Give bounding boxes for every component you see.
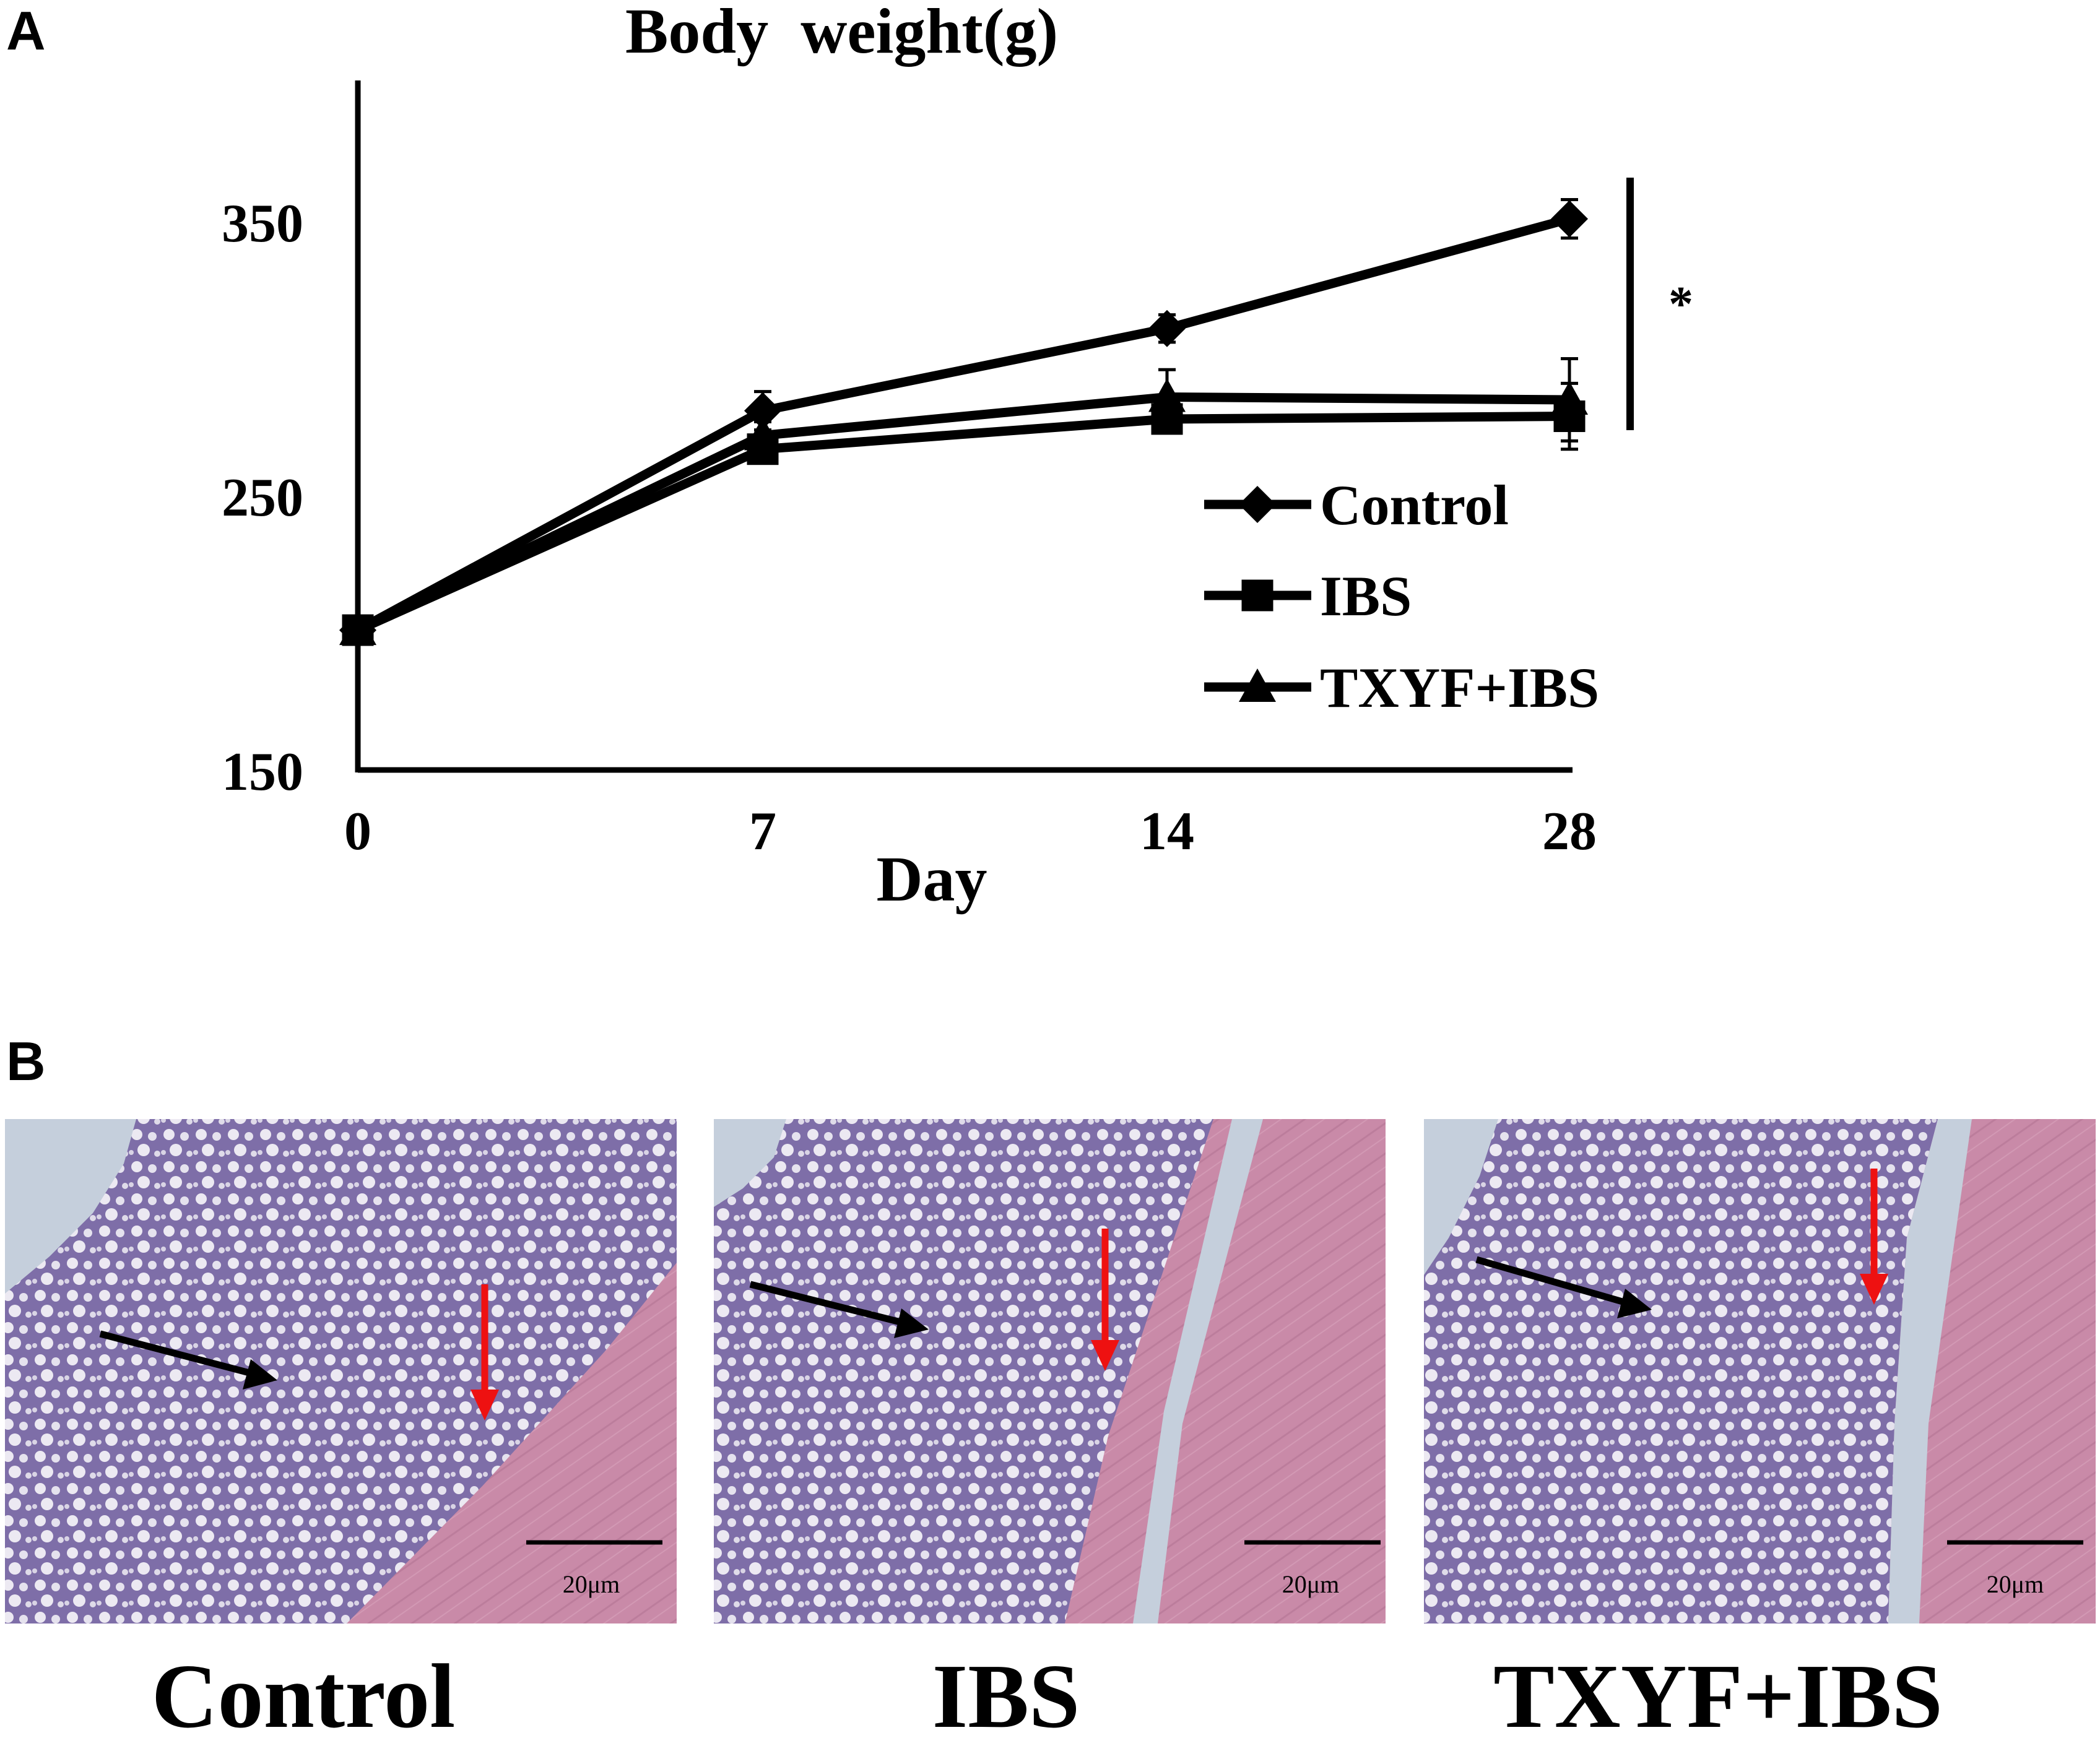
- marker-txyf-ibs-3: [1551, 381, 1588, 415]
- micrograph-txyf-ibs: 20μm: [1424, 1119, 2096, 1623]
- marker-control-3: [1551, 200, 1588, 238]
- series-layer: [339, 198, 1588, 649]
- legend-label-ibs: IBS: [1320, 564, 1412, 628]
- scale-bar-label-control: 20μm: [563, 1570, 620, 1598]
- x-axis-label: Day: [876, 844, 987, 915]
- caption-txyf-ibs: TXYF+IBS: [1493, 1646, 1943, 1738]
- marker-control-2: [1148, 309, 1186, 347]
- legend-marker-txyf-ibs: [1239, 668, 1276, 702]
- micrograph-panel: 20μm 20μm: [5, 1119, 2096, 1738]
- x-tick-labels: 0 7 14 28: [344, 802, 1597, 862]
- caption-ibs: IBS: [932, 1646, 1080, 1738]
- marker-txyf-ibs-1: [744, 417, 781, 451]
- legend: Control IBS TXYF+IBS: [1204, 473, 1599, 719]
- y-tick-labels: 150 250 350: [222, 194, 303, 802]
- x-tick-label-14: 14: [1140, 802, 1194, 862]
- marker-txyf-ibs-2: [1148, 378, 1186, 412]
- x-tick-label-28: 28: [1542, 802, 1597, 862]
- x-tick-label-0: 0: [344, 802, 371, 862]
- series-line-txyf-ibs: [355, 392, 1570, 634]
- y-tick-label-350: 350: [222, 194, 303, 254]
- y-tick-label-150: 150: [222, 742, 303, 802]
- micrograph-control: 20μm: [5, 1119, 677, 1623]
- panel-b-label: B: [6, 1031, 46, 1092]
- body-weight-chart: Body weight(g) 150 250 350 0 7 14 28 Day * Co…: [222, 0, 1693, 915]
- significance-marker: *: [1668, 277, 1693, 332]
- marker-txyf-ibs-0: [339, 612, 376, 646]
- panel-a-label: A: [6, 0, 46, 61]
- micrograph-ibs: 20μm: [714, 1119, 1386, 1623]
- legend-label-txyf-ibs: TXYF+IBS: [1320, 656, 1599, 719]
- caption-control: Control: [152, 1646, 456, 1738]
- legend-marker-ibs: [1241, 579, 1273, 612]
- legend-label-control: Control: [1320, 473, 1509, 537]
- scale-bar-label-txyf-ibs: 20μm: [1987, 1570, 2044, 1598]
- marker-control-1: [744, 392, 781, 430]
- x-tick-label-7: 7: [749, 802, 776, 862]
- chart-title: Body weight(g): [625, 0, 1058, 67]
- y-tick-label-250: 250: [222, 468, 303, 528]
- series-txyf-ibs: [339, 357, 1588, 646]
- series-line-control: [355, 214, 1571, 634]
- series-line-ibs: [355, 412, 1570, 634]
- scale-bar-label-ibs: 20μm: [1282, 1570, 1340, 1598]
- legend-marker-control: [1239, 486, 1276, 523]
